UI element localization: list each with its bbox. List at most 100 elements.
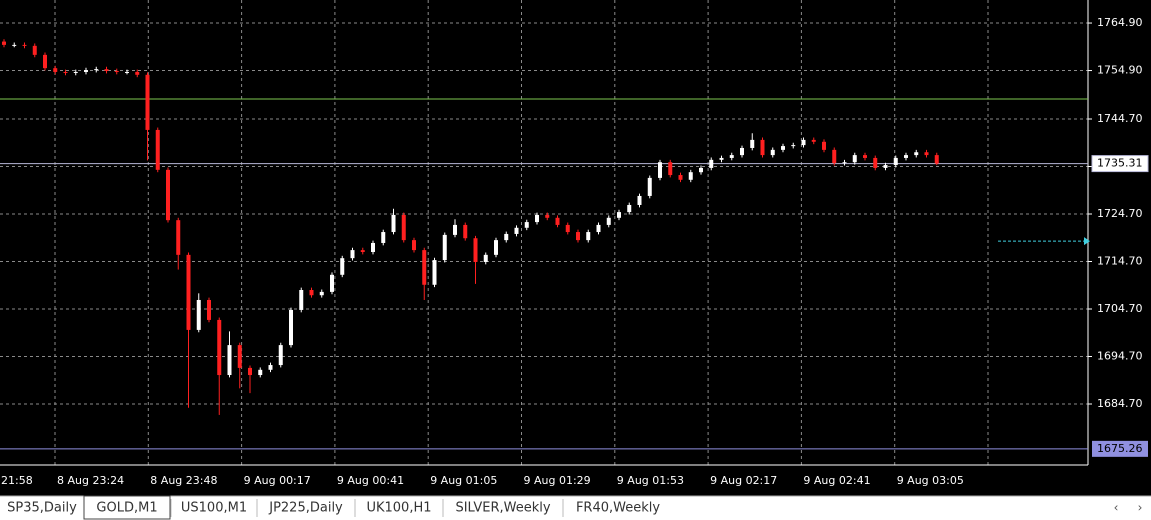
arrow-head (1084, 237, 1090, 246)
candle-body (104, 69, 109, 72)
candle-body (412, 240, 416, 251)
tab[interactable]: JP225,Daily (256, 499, 343, 517)
candle-body (524, 222, 529, 228)
candle-body (73, 71, 78, 73)
y-tick-label: 1684.70 (1097, 397, 1143, 410)
candle-body (401, 214, 406, 241)
candle-body (84, 70, 88, 72)
candle-body (371, 242, 375, 252)
candle-body (278, 345, 283, 366)
candle-body (781, 146, 785, 150)
candle-body (934, 155, 939, 164)
candle-body (237, 345, 242, 368)
candle-body (811, 139, 816, 142)
candle-body (555, 217, 560, 225)
tab[interactable]: UK100,H1 (354, 499, 432, 517)
candle-body (63, 71, 68, 73)
candle-body (576, 232, 580, 241)
x-tick-label: 9 Aug 02:41 (803, 474, 870, 487)
candle-body (904, 155, 908, 158)
candle-body (729, 155, 734, 158)
candle-body (658, 162, 662, 178)
tab[interactable]: SILVER,Weekly (442, 499, 551, 517)
candle-body (299, 290, 304, 310)
candle-body (504, 233, 509, 241)
y-tick-label: 1714.70 (1097, 255, 1143, 268)
candle-body (391, 214, 396, 233)
candle-body (289, 309, 293, 346)
candle-body (565, 224, 570, 233)
candle-body (432, 260, 437, 285)
candle-body (360, 250, 365, 252)
candle-body (248, 367, 252, 376)
candle-body (852, 155, 857, 163)
candle-body (217, 319, 222, 376)
y-tick-label: 1764.90 (1097, 16, 1143, 29)
active-tab (83, 495, 171, 520)
candle-body (535, 214, 539, 223)
tab[interactable]: US100,M1 (170, 499, 247, 517)
candle-body (227, 345, 232, 376)
candle-body (822, 141, 826, 150)
candle-body (155, 129, 160, 170)
candle-body (207, 299, 211, 320)
y-tick-label: 1694.70 (1097, 350, 1143, 363)
candle-body (617, 212, 621, 218)
tab-label[interactable]: US100,M1 (181, 501, 247, 516)
candle-body (863, 155, 867, 158)
candle-body (94, 69, 99, 71)
candle-body (709, 159, 714, 168)
low-tag-label: 1675.26 (1097, 442, 1143, 455)
candle-body (442, 234, 447, 261)
candle-body (627, 204, 632, 213)
x-tick-label: 8 Aug 23:48 (150, 474, 217, 487)
candle-body (166, 169, 170, 221)
y-tick-label: 1704.70 (1097, 302, 1143, 315)
price-tag (1091, 155, 1149, 173)
candle-body (176, 220, 181, 255)
y-tick-label: 1724.70 (1097, 207, 1143, 220)
tab-label[interactable]: SILVER,Weekly (455, 501, 550, 516)
candle-body (545, 214, 550, 218)
candle-body (330, 274, 334, 292)
tab-label[interactable]: GOLD,M1 (96, 501, 157, 516)
x-tick-label: 9 Aug 00:41 (337, 474, 404, 487)
candle-body (12, 44, 17, 46)
candle-body (43, 54, 47, 69)
tab[interactable]: SP35,Daily (7, 501, 77, 516)
candle-body (463, 224, 468, 239)
candle-body (114, 71, 119, 73)
tab-label[interactable]: FR40,Weekly (576, 501, 660, 516)
scroll-left[interactable]: ‹ (1114, 501, 1119, 515)
candle-body (678, 175, 683, 180)
x-tick-label: 9 Aug 02:17 (710, 474, 777, 487)
tab-label[interactable]: JP225,Daily (268, 501, 343, 516)
candle-body (268, 365, 273, 370)
candle-body (699, 167, 703, 173)
x-tick-label: 8 Aug 23:24 (57, 474, 124, 487)
candle-body (801, 139, 806, 146)
x-tick-label: 9 Aug 00:17 (244, 474, 311, 487)
candle-body (350, 250, 355, 259)
candle-body (514, 227, 519, 234)
candle-body (309, 290, 314, 296)
candle-body (2, 41, 6, 45)
background (0, 0, 1151, 496)
candle-body (125, 71, 129, 73)
tab-label[interactable]: UK100,H1 (366, 501, 431, 516)
candle-body (606, 217, 611, 225)
candle-body (53, 68, 58, 72)
scroll-right[interactable]: › (1138, 501, 1143, 515)
candle-body (586, 232, 591, 241)
low-tag (1092, 440, 1148, 457)
candle-body (842, 162, 847, 164)
tab[interactable]: FR40,Weekly (562, 499, 660, 517)
candle-body (914, 152, 919, 156)
tab[interactable]: GOLD,M1 (83, 495, 171, 520)
candle-body (760, 139, 765, 156)
candle-body (647, 177, 652, 196)
candle-body (688, 172, 693, 180)
tab-label[interactable]: SP35,Daily (7, 501, 77, 516)
candle-body (668, 162, 673, 176)
